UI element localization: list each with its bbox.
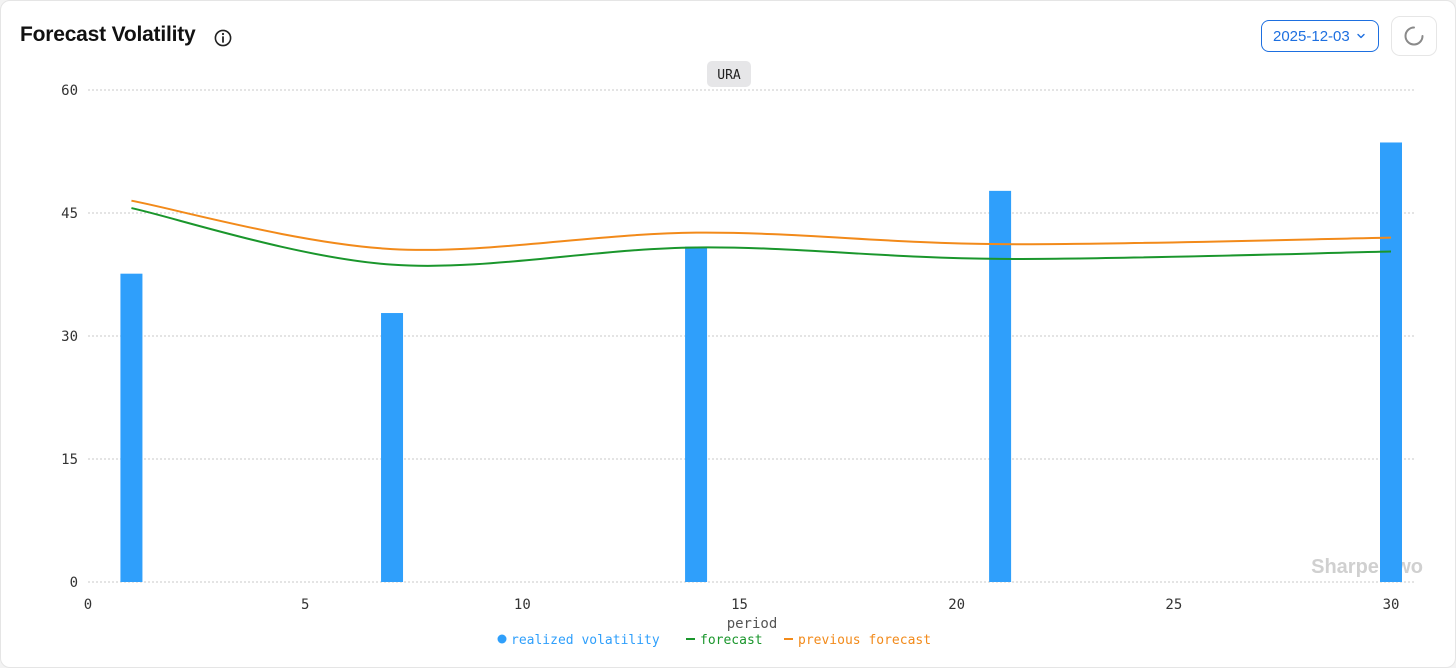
ticker-tag: URA	[707, 61, 751, 87]
page-title: Forecast Volatility	[20, 23, 196, 46]
chevron-down-icon	[1357, 33, 1365, 39]
legend-item-forecast[interactable]: forecast	[686, 633, 763, 648]
x-tick-label: 20	[948, 597, 965, 613]
info-icon[interactable]	[213, 28, 233, 48]
x-tick-label: 30	[1383, 597, 1400, 613]
refresh-button[interactable]	[1391, 16, 1437, 56]
legend: realized volatility forecast previous fore…	[497, 633, 931, 648]
x-tick-label: 10	[514, 597, 531, 613]
y-tick-label: 0	[70, 575, 78, 591]
date-select-value: 2025-12-03	[1273, 27, 1350, 45]
x-axis-label: period	[727, 616, 778, 632]
y-tick-label: 15	[61, 452, 78, 468]
bar-realized-volatility[interactable]	[685, 246, 708, 582]
y-tick-label: 30	[61, 329, 78, 345]
x-tick-label: 0	[84, 597, 92, 613]
legend-marker	[497, 634, 507, 644]
x-tick-label: 25	[1165, 597, 1182, 613]
date-select[interactable]: 2025-12-03	[1261, 20, 1379, 52]
legend-item-previous-forecast[interactable]: previous forecast	[784, 633, 931, 648]
y-tick-label: 60	[61, 83, 78, 99]
x-tick-label: 5	[301, 597, 309, 613]
lines	[131, 199, 1392, 267]
bars	[120, 142, 1402, 583]
spinner-icon	[1404, 26, 1424, 46]
legend-label: previous forecast	[798, 633, 931, 648]
watermark: Sharpe Two	[1311, 556, 1423, 578]
line-forecast[interactable]	[131, 207, 1392, 267]
legend-label: forecast	[700, 633, 763, 648]
ticker-tag-label: URA	[717, 68, 741, 83]
bar-realized-volatility[interactable]	[1380, 142, 1402, 583]
x-tick-label: 15	[731, 597, 748, 613]
bar-realized-volatility[interactable]	[989, 190, 1012, 583]
legend-label: realized volatility	[511, 633, 660, 648]
bar-realized-volatility[interactable]	[381, 313, 404, 582]
line-previous-forecast[interactable]	[131, 199, 1392, 251]
bar-realized-volatility[interactable]	[120, 273, 143, 582]
ticks: 0 15 30 45 60 0 5 10 15 20 25 30	[61, 83, 1399, 613]
grid	[88, 89, 1415, 583]
legend-item-realized-volatility[interactable]: realized volatility	[497, 633, 660, 648]
y-tick-label: 45	[61, 206, 78, 222]
